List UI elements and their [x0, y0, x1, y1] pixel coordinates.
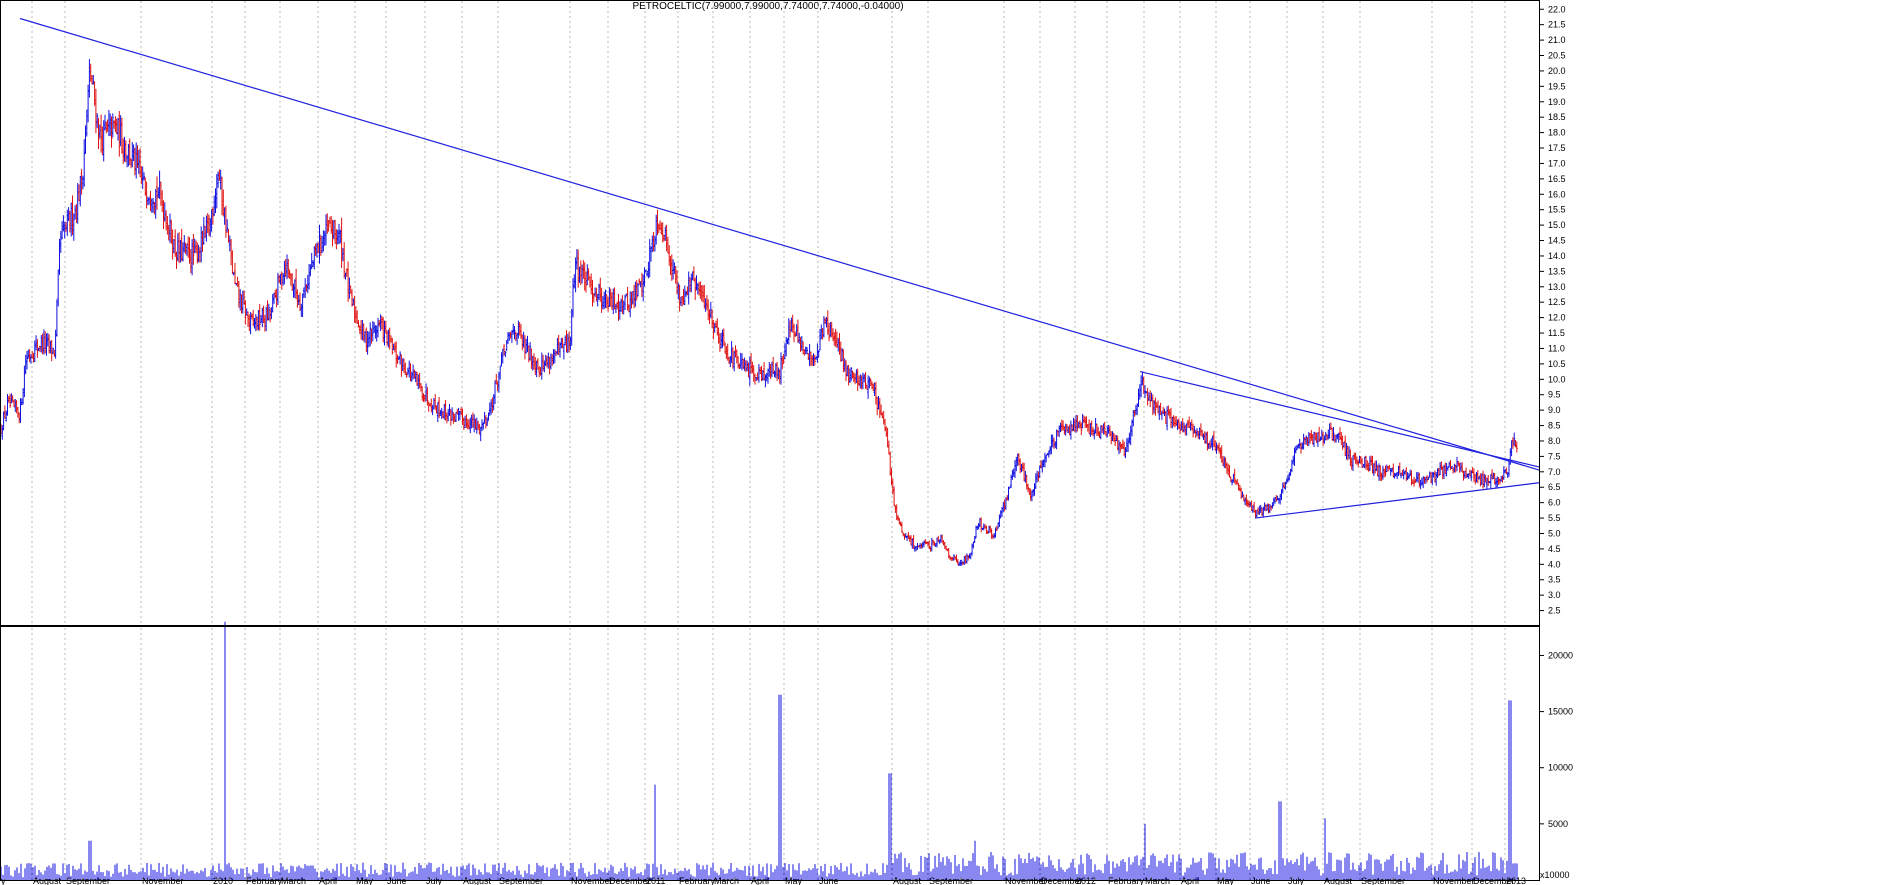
price-tick-label: 5.5	[1548, 513, 1561, 523]
price-tick-label: 13.5	[1548, 266, 1566, 276]
price-tick-label: 4.5	[1548, 544, 1561, 554]
time-tick-label: December	[1473, 876, 1515, 885]
time-tick-label: 2010	[213, 876, 233, 885]
price-tick-label: 10.0	[1548, 374, 1566, 384]
price-panel-frame	[0, 0, 1540, 626]
price-tick-label: 6.0	[1548, 498, 1561, 508]
price-tick-label: 8.0	[1548, 436, 1561, 446]
trendlines	[19, 17, 1541, 519]
time-tick-label: September	[1361, 876, 1405, 885]
price-tick-label: 2.5	[1548, 606, 1561, 616]
time-tick-label: April	[1181, 876, 1199, 885]
price-tick-label: 8.5	[1548, 421, 1561, 431]
price-tick-label: 14.0	[1548, 251, 1566, 261]
price-tick-label: 11.0	[1548, 343, 1565, 353]
time-tick-label: May	[1217, 876, 1235, 885]
chart-title: PETROCELTIC(7.99000,7.99000,7.74000,7.74…	[632, 1, 903, 12]
time-tick-label: November	[1005, 876, 1047, 885]
price-tick-label: 3.0	[1548, 590, 1561, 600]
vertical-gridlines	[31, 1, 1506, 880]
trendline	[1254, 482, 1541, 519]
trendline	[19, 17, 1541, 471]
time-tick-label: June	[387, 876, 407, 885]
time-tick-label: February	[246, 876, 283, 885]
price-tick-label: 3.5	[1548, 575, 1561, 585]
time-tick-label: November	[571, 876, 613, 885]
time-tick-label: March	[281, 876, 306, 885]
price-tick-label: 7.5	[1548, 451, 1561, 461]
price-tick-label: 5.0	[1548, 528, 1561, 538]
time-tick-label: February	[679, 876, 716, 885]
price-tick-label: 6.5	[1548, 482, 1561, 492]
price-tick-label: 12.5	[1548, 297, 1566, 307]
time-tick-label: August	[463, 876, 492, 885]
volume-scale-label: x10000	[1540, 870, 1570, 880]
time-tick-label: August	[893, 876, 922, 885]
price-tick-label: 19.5	[1548, 81, 1566, 91]
time-tick-label: August	[33, 876, 62, 885]
price-tick-label: 12.0	[1548, 313, 1566, 323]
time-tick-label: April	[319, 876, 337, 885]
price-tick-label: 7.0	[1548, 467, 1561, 477]
volume-panel-frame	[0, 626, 1540, 881]
time-tick-label: 2012	[1076, 876, 1096, 885]
time-tick-label: May	[785, 876, 803, 885]
price-tick-label: 20.5	[1548, 51, 1566, 61]
time-tick-label: July	[1288, 876, 1305, 885]
time-tick-label: June	[1251, 876, 1271, 885]
price-tick-label: 21.0	[1548, 35, 1566, 45]
price-tick-label: 9.0	[1548, 405, 1561, 415]
time-tick-label: July	[426, 876, 443, 885]
time-tick-label: May	[356, 876, 374, 885]
time-tick-label: March	[1145, 876, 1170, 885]
price-tick-label: 17.5	[1548, 143, 1566, 153]
price-tick-label: 9.5	[1548, 390, 1561, 400]
price-tick-label: 22.0	[1548, 4, 1566, 14]
trendline	[1139, 371, 1541, 468]
volume-tick-label: 15000	[1548, 707, 1573, 717]
price-tick-label: 10.5	[1548, 359, 1566, 369]
time-tick-label: November	[1433, 876, 1475, 885]
price-tick-label: 15.0	[1548, 220, 1566, 230]
time-tick-label: March	[714, 876, 739, 885]
price-tick-label: 19.0	[1548, 97, 1566, 107]
time-tick-label: 2013	[1506, 876, 1526, 885]
price-tick-label: 11.5	[1548, 328, 1565, 338]
price-tick-label: 21.5	[1548, 20, 1566, 30]
volume-tick-label: 10000	[1548, 763, 1573, 773]
price-axis: 2.5 3.0 3.5 4.0 4.5 5.0 5.5 6.0 6.5 7.0 7.5 8.0 8.5 9…	[1540, 4, 1566, 616]
price-tick-label: 13.0	[1548, 282, 1566, 292]
time-tick-label: August	[1324, 876, 1353, 885]
price-tick-label: 14.5	[1548, 236, 1566, 246]
time-tick-label: September	[499, 876, 543, 885]
price-tick-label: 20.0	[1548, 66, 1566, 76]
price-tick-label: 16.5	[1548, 174, 1566, 184]
time-tick-label: 2011	[646, 876, 665, 885]
price-tick-label: 18.0	[1548, 128, 1566, 138]
time-tick-label: September	[929, 876, 973, 885]
time-axis: y August September November 2010 FebruaryMarc…	[1, 876, 1526, 885]
time-tick-label: December	[1041, 876, 1083, 885]
price-tick-label: 4.0	[1548, 559, 1561, 569]
time-tick-label: June	[819, 876, 839, 885]
time-tick-label: April	[751, 876, 769, 885]
volume-axis: 5000 10000 15000 20000 x10000	[1540, 650, 1573, 880]
time-tick-label: September	[66, 876, 110, 885]
price-tick-label: 15.5	[1548, 205, 1566, 215]
volume-tick-label: 5000	[1548, 819, 1568, 829]
time-tick-label: December	[609, 876, 651, 885]
time-tick-label: November	[142, 876, 184, 885]
time-tick-label: y	[1, 876, 6, 885]
price-tick-label: 16.0	[1548, 189, 1566, 199]
volume-tick-label: 20000	[1548, 650, 1573, 660]
price-bars	[0, 59, 1518, 566]
volume-bars	[0, 621, 1518, 880]
price-tick-label: 18.5	[1548, 112, 1566, 122]
time-tick-label: February	[1108, 876, 1145, 885]
price-tick-label: 17.0	[1548, 158, 1566, 168]
